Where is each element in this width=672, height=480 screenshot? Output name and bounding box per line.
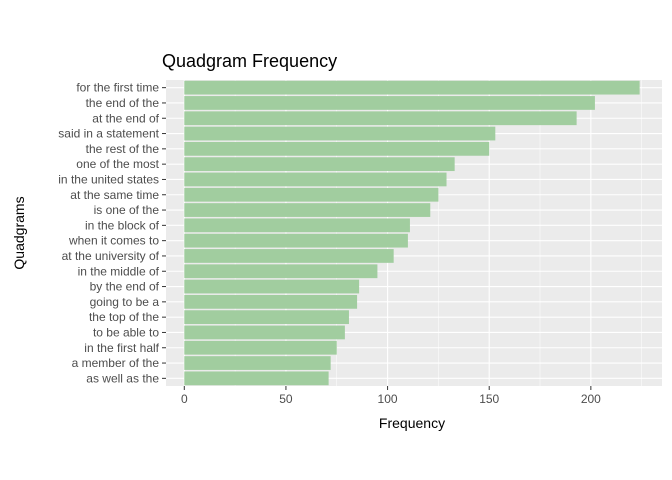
bar <box>184 96 595 110</box>
category-label: as well as the <box>86 371 159 385</box>
category-label: in the block of <box>85 218 160 232</box>
category-label: the rest of the <box>86 142 160 156</box>
bars-group <box>184 80 640 386</box>
category-label: one of the most <box>76 157 159 171</box>
plot-panel <box>166 80 662 386</box>
bar <box>184 264 378 279</box>
category-label: said in a statement <box>58 127 159 141</box>
x-tick-label: 200 <box>581 392 601 406</box>
bar <box>184 187 439 202</box>
bar <box>184 141 490 156</box>
category-label: at the same time <box>70 188 159 202</box>
category-label: when it comes to <box>68 234 159 248</box>
category-label: the top of the <box>89 310 159 324</box>
category-label: going to be a <box>90 295 160 309</box>
bar <box>184 172 447 187</box>
category-label: a member of the <box>72 356 160 370</box>
x-axis-title: Frequency <box>379 415 445 431</box>
bar <box>184 279 360 294</box>
bar <box>184 340 337 355</box>
bar <box>184 249 394 263</box>
category-label: at the university of <box>62 249 160 263</box>
y-axis-title: Quadgrams <box>11 196 27 269</box>
category-label: in the middle of <box>78 264 160 278</box>
category-label: for the first time <box>76 81 159 95</box>
category-label: by the end of <box>90 280 160 294</box>
category-label: in the first half <box>84 341 159 355</box>
x-tick-label: 50 <box>279 392 293 406</box>
bar <box>184 356 331 370</box>
bar <box>184 126 496 141</box>
bar <box>184 371 329 386</box>
chart-title: Quadgram Frequency <box>162 51 337 71</box>
x-tick-label: 0 <box>181 392 188 406</box>
bar <box>184 203 431 217</box>
bar <box>184 294 358 309</box>
category-label: at the end of <box>92 111 159 125</box>
bar <box>184 233 408 248</box>
category-label: the end of the <box>86 96 160 110</box>
bar <box>184 325 345 340</box>
category-label: is one of the <box>94 203 160 217</box>
bar <box>184 218 410 233</box>
category-label: to be able to <box>93 325 159 339</box>
bar <box>184 310 349 325</box>
x-tick-label: 100 <box>378 392 398 406</box>
bar <box>184 111 577 126</box>
bar <box>184 80 640 95</box>
bar <box>184 157 455 172</box>
category-label: in the united states <box>58 172 159 186</box>
x-tick-label: 150 <box>479 392 499 406</box>
x-ticks: 0 50 100 150 200 <box>181 386 601 406</box>
